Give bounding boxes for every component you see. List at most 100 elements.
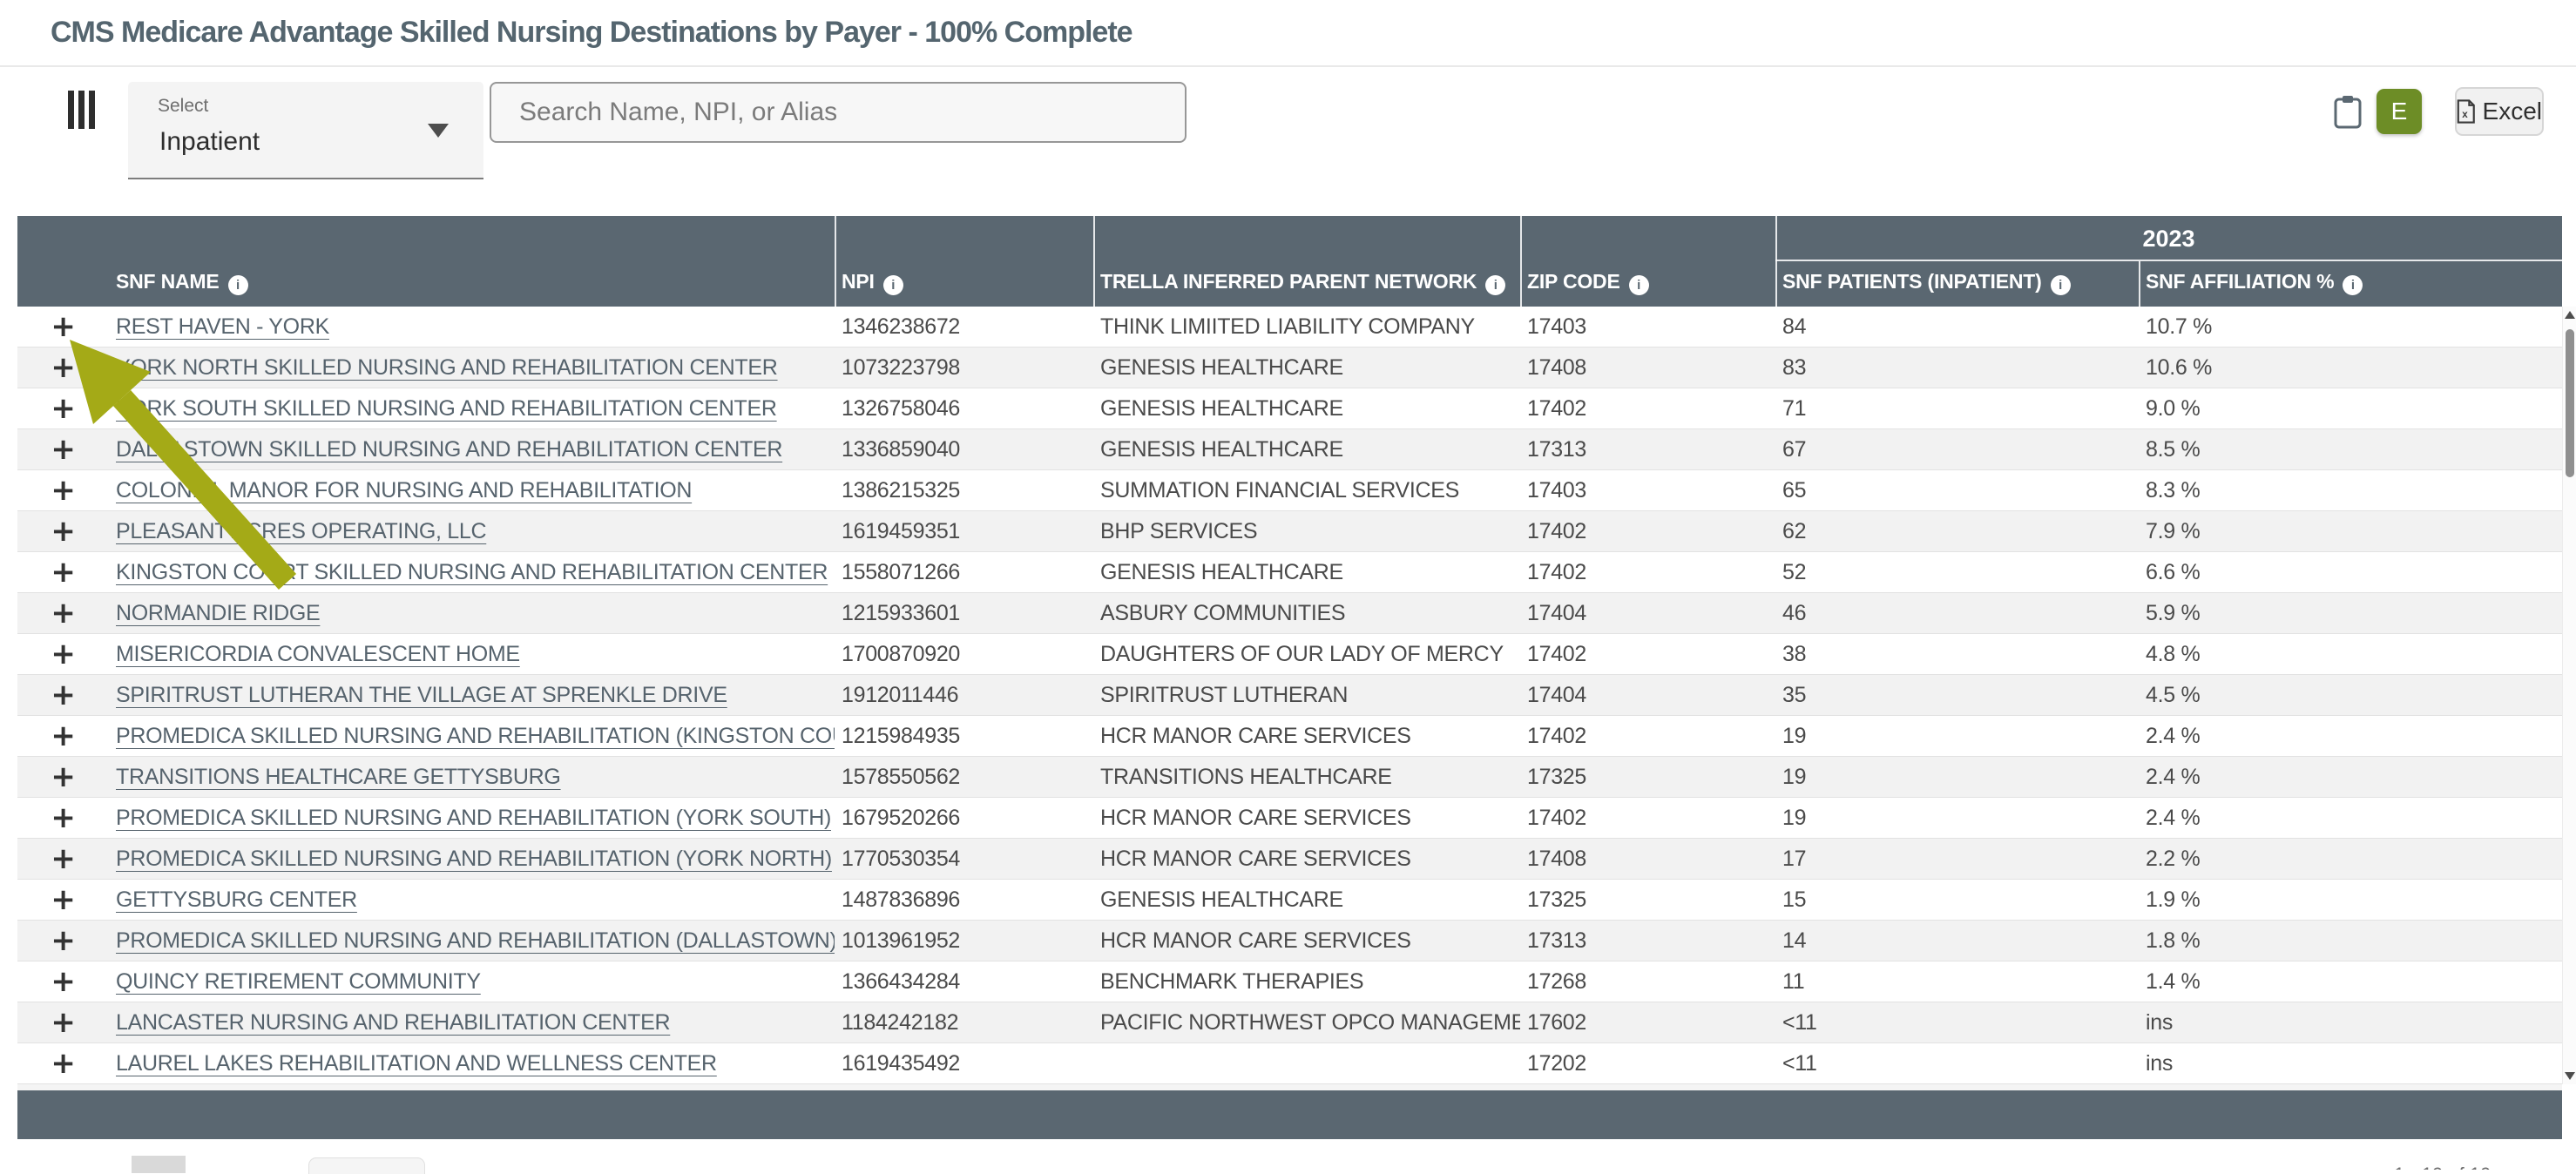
excel-export-button[interactable]: x Excel: [2455, 87, 2544, 136]
expand-row-button[interactable]: +: [51, 967, 76, 996]
select-value: Inpatient: [159, 127, 260, 156]
expand-row-button[interactable]: +: [51, 844, 76, 874]
expand-row-button[interactable]: +: [51, 312, 76, 341]
network-cell: PACIFIC NORTHWEST OPCO MANAGEMENT: [1100, 1009, 1520, 1035]
col-header-network[interactable]: TRELLA INFERRED PARENT NETWORK i: [1093, 216, 1520, 307]
expand-row-button[interactable]: +: [51, 639, 76, 669]
npi-cell: 1073223798: [842, 354, 961, 380]
info-icon[interactable]: i: [2343, 275, 2363, 295]
table-row: + GETTYSBURG CENTER 1487836896 GENESIS H…: [17, 880, 2562, 921]
col-header-snf-name[interactable]: SNF NAME i: [109, 216, 835, 307]
npi-cell: 1619459351: [842, 518, 961, 543]
network-cell: DAUGHTERS OF OUR LADY OF MERCY: [1100, 641, 1504, 666]
table-row: + PROMEDICA SKILLED NURSING AND REHABILI…: [17, 798, 2562, 839]
info-icon[interactable]: i: [1628, 275, 1649, 295]
affiliation-cell: 2.4 %: [2146, 805, 2201, 830]
info-icon[interactable]: i: [882, 275, 903, 295]
npi-cell: 1679520266: [842, 805, 961, 830]
snf-name-link[interactable]: LANCASTER NURSING AND REHABILITATION CEN…: [116, 1009, 671, 1035]
snf-name-link[interactable]: LAUREL LAKES REHABILITATION AND WELLNESS…: [116, 1050, 717, 1076]
patients-cell: 38: [1782, 641, 1807, 666]
snf-name-link[interactable]: COLONIAL MANOR FOR NURSING AND REHABILIT…: [116, 477, 693, 503]
expand-row-button[interactable]: +: [51, 1049, 76, 1078]
snf-name-link[interactable]: PROMEDICA SKILLED NURSING AND REHABILITA…: [116, 928, 835, 953]
expand-row-button[interactable]: +: [51, 476, 76, 505]
affiliation-cell: ins: [2146, 1009, 2174, 1035]
patients-cell: 11: [1782, 968, 1805, 994]
snf-name-link[interactable]: KINGSTON COURT SKILLED NURSING AND REHAB…: [116, 559, 828, 584]
setting-type-select[interactable]: Select Inpatient: [128, 82, 483, 179]
affiliation-cell: 4.8 %: [2146, 641, 2201, 666]
table-row: + PROMEDICA SKILLED NURSING AND REHABILI…: [17, 921, 2562, 961]
snf-name-link[interactable]: QUINCY RETIREMENT COMMUNITY: [116, 968, 481, 994]
pagination-button-partial[interactable]: [132, 1156, 186, 1173]
network-cell: GENESIS HEALTHCARE: [1100, 559, 1343, 584]
table-body: + REST HAVEN - YORK 1346238672 THINK LIM…: [17, 307, 2562, 1084]
expand-row-button[interactable]: +: [51, 721, 76, 751]
snf-name-link[interactable]: PROMEDICA SKILLED NURSING AND REHABILITA…: [116, 846, 832, 871]
affiliation-cell: 5.9 %: [2146, 600, 2201, 625]
npi-cell: 1366434284: [842, 968, 961, 994]
col-header-affiliation[interactable]: SNF AFFILIATION % i: [2139, 261, 2562, 307]
table-row: + REST HAVEN - YORK 1346238672 THINK LIM…: [17, 307, 2562, 347]
expand-row-button[interactable]: +: [51, 557, 76, 587]
expand-row-button[interactable]: +: [51, 598, 76, 628]
snf-name-link[interactable]: MISERICORDIA CONVALESCENT HOME: [116, 641, 520, 666]
year-group-header: 2023: [2142, 225, 2195, 252]
snf-name-link[interactable]: TRANSITIONS HEALTHCARE GETTYSBURG: [116, 764, 561, 789]
info-icon[interactable]: i: [2050, 275, 2071, 295]
patients-cell: 46: [1782, 600, 1807, 625]
expand-row-button[interactable]: +: [51, 1008, 76, 1037]
info-icon[interactable]: i: [1485, 275, 1506, 295]
user-avatar[interactable]: E: [2377, 89, 2422, 134]
affiliation-cell: 10.7 %: [2146, 314, 2213, 339]
npi-cell: 1215984935: [842, 723, 961, 748]
expand-row-button[interactable]: +: [51, 803, 76, 833]
patients-cell: 19: [1782, 764, 1807, 789]
network-cell: TRANSITIONS HEALTHCARE: [1100, 764, 1392, 789]
vertical-scrollbar[interactable]: [2562, 307, 2576, 1084]
select-label: Select: [158, 96, 209, 116]
expand-row-button[interactable]: +: [51, 762, 76, 792]
expand-row-button[interactable]: +: [51, 435, 76, 464]
scroll-down-arrow-icon[interactable]: [2565, 1072, 2575, 1080]
expand-row-button[interactable]: +: [51, 885, 76, 914]
npi-cell: 1578550562: [842, 764, 961, 789]
network-cell: GENESIS HEALTHCARE: [1100, 395, 1343, 421]
affiliation-cell: 6.6 %: [2146, 559, 2201, 584]
expand-row-button[interactable]: +: [51, 516, 76, 546]
clipboard-icon[interactable]: [2333, 94, 2363, 129]
table-row: + MISERICORDIA CONVALESCENT HOME 1700870…: [17, 634, 2562, 675]
table-row: + YORK NORTH SKILLED NURSING AND REHABIL…: [17, 347, 2562, 388]
snf-name-link[interactable]: NORMANDIE RIDGE: [116, 600, 321, 625]
expand-row-button[interactable]: +: [51, 353, 76, 382]
zip-cell: 17402: [1527, 395, 1587, 421]
col-header-zip[interactable]: ZIP CODE i: [1520, 216, 1775, 307]
info-icon[interactable]: i: [227, 275, 248, 295]
snf-name-link[interactable]: YORK SOUTH SKILLED NURSING AND REHABILIT…: [116, 395, 777, 421]
snf-name-link[interactable]: REST HAVEN - YORK: [116, 314, 329, 339]
patients-cell: 35: [1782, 682, 1807, 707]
snf-name-link[interactable]: PROMEDICA SKILLED NURSING AND REHABILITA…: [116, 805, 831, 830]
patients-cell: 83: [1782, 354, 1807, 380]
expand-row-button[interactable]: +: [51, 680, 76, 710]
pagination-page-button-partial[interactable]: [308, 1157, 425, 1174]
snf-name-link[interactable]: PLEASANT ACRES OPERATING, LLC: [116, 518, 487, 543]
patients-cell: 71: [1782, 395, 1807, 421]
snf-name-link[interactable]: PROMEDICA SKILLED NURSING AND REHABILITA…: [116, 723, 835, 748]
snf-name-link[interactable]: DALLASTOWN SKILLED NURSING AND REHABILIT…: [116, 436, 783, 462]
snf-name-link[interactable]: YORK NORTH SKILLED NURSING AND REHABILIT…: [116, 354, 778, 380]
snf-name-link[interactable]: GETTYSBURG CENTER: [116, 887, 357, 912]
scroll-up-arrow-icon[interactable]: [2565, 311, 2575, 319]
expand-row-button[interactable]: +: [51, 394, 76, 423]
snf-name-link[interactable]: SPIRITRUST LUTHERAN THE VILLAGE AT SPREN…: [116, 682, 727, 707]
col-header-patients[interactable]: SNF PATIENTS (INPATIENT) i: [1775, 261, 2139, 307]
col-header-npi[interactable]: NPI i: [835, 216, 1093, 307]
scrollbar-thumb[interactable]: [2565, 329, 2574, 477]
table-row: + KINGSTON COURT SKILLED NURSING AND REH…: [17, 552, 2562, 593]
npi-cell: 1619435492: [842, 1050, 961, 1076]
zip-cell: 17325: [1527, 764, 1587, 789]
search-input[interactable]: [490, 82, 1187, 143]
expand-row-button[interactable]: +: [51, 926, 76, 955]
columns-menu-icon[interactable]: [68, 91, 98, 129]
